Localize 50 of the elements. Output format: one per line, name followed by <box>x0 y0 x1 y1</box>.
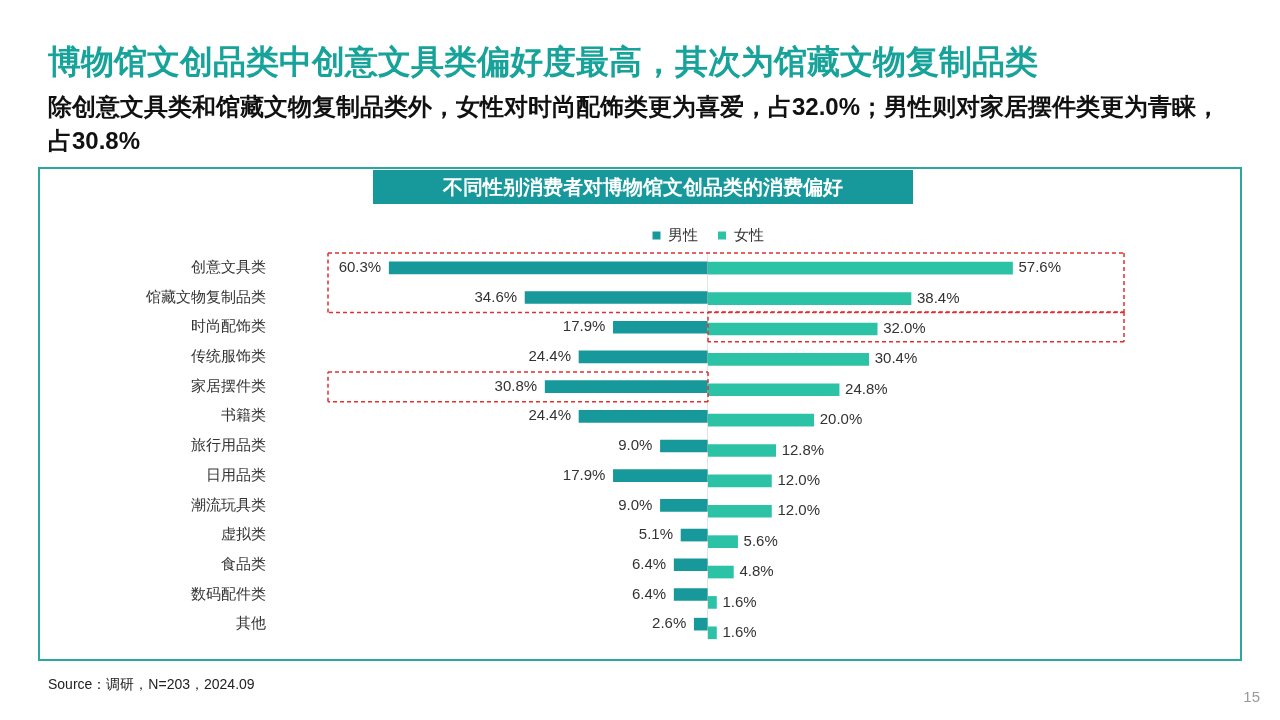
data-label: 32.0% <box>883 319 926 337</box>
y-tick-label: 日用品类 <box>206 465 266 483</box>
chart-subtitle: 博物馆文创品类中创意文具类偏好度最高，其次为馆藏文物复制品类 <box>48 42 1038 82</box>
data-label: 6.4% <box>631 554 667 572</box>
data-label: 12.0% <box>777 501 820 519</box>
y-tick-label: 虚拟类 <box>221 525 266 543</box>
data-label: 1.6% <box>722 622 757 640</box>
data-label: 34.6% <box>474 287 518 305</box>
text: 15 <box>1243 688 1260 705</box>
data-label: 60.3% <box>338 257 382 275</box>
y-tick-label: 潮流玩具类 <box>191 495 266 513</box>
data-label: 38.4% <box>917 288 960 306</box>
y-tick-label: 数码配件类 <box>191 584 266 602</box>
y-tick-label: 其他 <box>236 614 266 632</box>
y-tick-label: 创意文具类 <box>191 257 266 275</box>
y-tick-label: 传统服饰类 <box>191 347 266 365</box>
data-label: 24.8% <box>845 379 888 397</box>
y-tick-label: 家居摆件类 <box>191 376 266 394</box>
data-label: 2.6% <box>652 614 687 632</box>
data-label: 17.9% <box>562 465 606 483</box>
y-tick-label: 食品类 <box>221 554 266 572</box>
y-tick-label: 馆藏文物复制品类 <box>145 287 266 305</box>
data-label: 30.8% <box>494 376 538 394</box>
data-label: 57.6% <box>1018 258 1062 276</box>
text: 除创意文具类和馆藏文物复制品类外，女性对时尚配饰类更为喜爱，占32.0%；男性则对家居摆件类更为青睐，占30.8% <box>48 92 1222 156</box>
y-tick-label: 书籍类 <box>221 406 266 424</box>
source-note: Source：调研，N=203，2024.09 <box>48 676 255 694</box>
data-label: 6.4% <box>631 584 667 602</box>
bar <box>673 588 708 601</box>
data-label: 1.6% <box>722 592 757 610</box>
data-label: 20.0% <box>819 410 863 428</box>
y-tick-label: 时尚配饰类 <box>191 317 266 335</box>
data-label: 9.0% <box>618 436 653 454</box>
legend-label: 男性 <box>668 225 698 243</box>
bar <box>708 565 734 579</box>
data-label: 5.1% <box>638 525 674 543</box>
chart-title: 不同性别消费者对博物馆文创品类的消费偏好 <box>373 170 913 204</box>
data-label: 17.9% <box>562 317 606 335</box>
data-label: 9.0% <box>618 495 653 513</box>
data-label: 5.6% <box>743 531 778 549</box>
bar <box>708 626 717 640</box>
data-label: 24.4% <box>528 347 571 365</box>
legend-label: 女性 <box>733 225 764 243</box>
y-tick-label: 旅行用品类 <box>191 436 266 454</box>
data-label: 4.8% <box>739 562 774 580</box>
data-label: 24.4% <box>528 406 571 424</box>
data-label: 30.4% <box>874 349 918 367</box>
bar <box>708 596 717 609</box>
data-label: 12.0% <box>777 471 820 489</box>
data-label: 12.8% <box>781 440 825 458</box>
